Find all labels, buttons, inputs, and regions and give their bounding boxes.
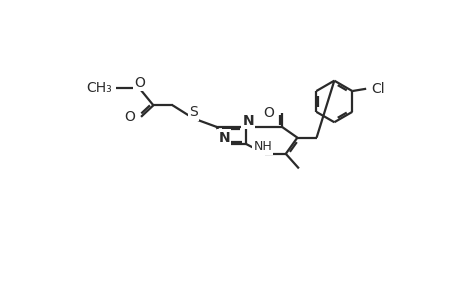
Text: N: N [218, 130, 230, 145]
Text: O: O [263, 106, 274, 120]
Text: O: O [124, 110, 134, 124]
Text: N: N [242, 114, 253, 128]
Text: NH: NH [253, 140, 271, 153]
Text: CH₃: CH₃ [86, 81, 112, 95]
Text: S: S [189, 105, 197, 119]
Text: O: O [134, 76, 145, 90]
Text: Cl: Cl [370, 82, 384, 96]
